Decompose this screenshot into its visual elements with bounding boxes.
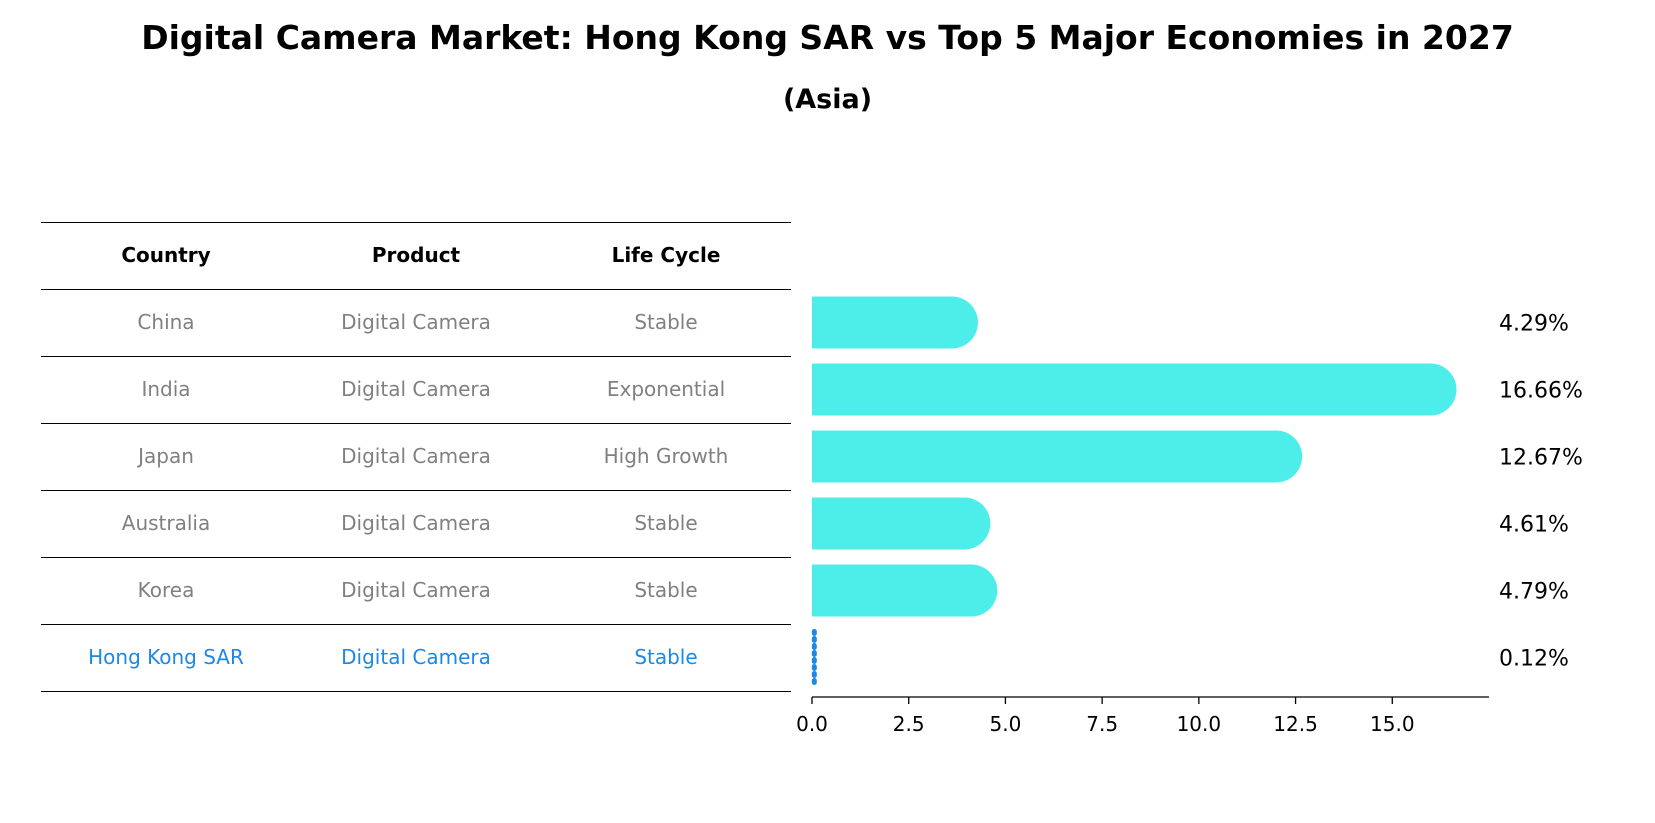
bar <box>812 363 1457 416</box>
x-tick-label: 5.0 <box>990 712 1022 736</box>
value-label: 12.67% <box>1499 446 1583 471</box>
table-row: Japan Digital Camera High Growth <box>41 423 791 490</box>
cell-country: Australia <box>121 511 211 535</box>
cell-country: China <box>137 310 195 334</box>
x-tick-label: 7.5 <box>1086 712 1118 736</box>
cell-life-cycle: Stable <box>634 511 698 535</box>
header-product: Product <box>371 243 461 267</box>
table-row: Korea Digital Camera Stable <box>41 557 791 624</box>
cell-country: Korea <box>137 578 195 602</box>
value-label: 4.61% <box>1499 513 1569 538</box>
cell-country: India <box>141 377 191 401</box>
x-tick-label: 15.0 <box>1370 712 1415 736</box>
cell-country: Japan <box>138 444 194 468</box>
table-rule <box>41 624 791 625</box>
table-rule <box>41 289 791 290</box>
cell-product: Digital Camera <box>341 444 491 468</box>
cell-product: Digital Camera <box>341 377 491 401</box>
table-bottom-rule <box>41 691 791 692</box>
bar <box>812 564 998 617</box>
cell-product: Digital Camera <box>341 511 491 535</box>
x-tick-label: 0.0 <box>796 712 828 736</box>
table-row: Australia Digital Camera Stable <box>41 490 791 557</box>
cell-product: Digital Camera <box>341 578 491 602</box>
header-country: Country <box>121 243 211 267</box>
value-label: 4.79% <box>1499 580 1569 605</box>
bar <box>812 497 991 550</box>
header-life-cycle: Life Cycle <box>611 243 721 267</box>
value-label: 0.12% <box>1499 647 1569 672</box>
cell-product: Digital Camera <box>341 645 491 669</box>
cell-product: Digital Camera <box>341 310 491 334</box>
value-label: 16.66% <box>1499 379 1583 404</box>
x-tick-label: 12.5 <box>1273 712 1318 736</box>
bar <box>812 296 978 349</box>
chart-title: Digital Camera Market: Hong Kong SAR vs … <box>141 18 1514 57</box>
table-rule <box>41 557 791 558</box>
table-top-rule <box>41 222 791 223</box>
x-tick-label: 2.5 <box>893 712 925 736</box>
table-rule <box>41 356 791 357</box>
table-rule <box>41 423 791 424</box>
chart-subtitle: (Asia) <box>782 84 873 115</box>
table-header-row: Country Product Life Cycle <box>41 222 791 289</box>
bar <box>811 430 1303 483</box>
cell-life-cycle: Stable <box>634 645 698 669</box>
x-tick-label: 10.0 <box>1177 712 1222 736</box>
cell-country: Hong Kong SAR <box>88 645 244 669</box>
cell-life-cycle: Stable <box>634 578 698 602</box>
table-row-highlight: Hong Kong SAR Digital Camera Stable <box>41 624 791 691</box>
cell-life-cycle: Exponential <box>606 377 726 401</box>
value-label: 4.29% <box>1499 312 1569 337</box>
cell-life-cycle: High Growth <box>603 444 729 468</box>
cell-life-cycle: Stable <box>634 310 698 334</box>
table-row: India Digital Camera Exponential <box>41 356 791 423</box>
table-rule <box>41 490 791 491</box>
table-row: China Digital Camera Stable <box>41 289 791 356</box>
